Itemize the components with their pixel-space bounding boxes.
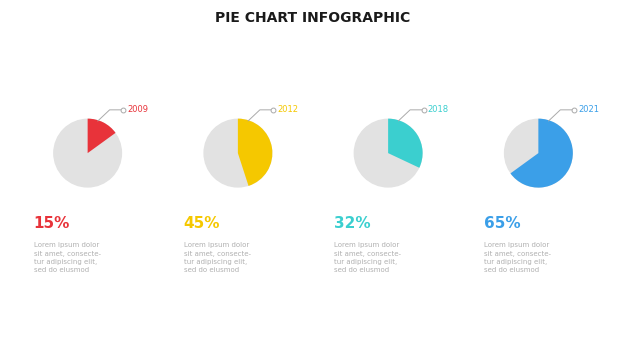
Circle shape (354, 119, 422, 187)
Circle shape (505, 119, 572, 187)
Text: Lorem ipsum dolor
sit amet, consecte-
tur adipiscing elit,
sed do eiusmod: Lorem ipsum dolor sit amet, consecte- tu… (334, 243, 401, 273)
Text: 15%: 15% (34, 216, 70, 231)
Text: 32%: 32% (334, 216, 371, 231)
Circle shape (54, 119, 121, 187)
Text: 65%: 65% (485, 216, 521, 231)
Text: PIE CHART INFOGRAPHIC: PIE CHART INFOGRAPHIC (215, 11, 411, 25)
Circle shape (204, 119, 272, 187)
Wedge shape (238, 119, 272, 186)
Wedge shape (510, 119, 573, 188)
Text: 2018: 2018 (428, 105, 449, 114)
Text: Lorem ipsum dolor
sit amet, consecte-
tur adipiscing elit,
sed do eiusmod: Lorem ipsum dolor sit amet, consecte- tu… (34, 243, 101, 273)
Text: Lorem ipsum dolor
sit amet, consecte-
tur adipiscing elit,
sed do eiusmod: Lorem ipsum dolor sit amet, consecte- tu… (184, 243, 251, 273)
Text: 45%: 45% (184, 216, 220, 231)
Wedge shape (88, 119, 116, 153)
Text: 2009: 2009 (127, 105, 148, 114)
Wedge shape (388, 119, 423, 168)
Text: 2021: 2021 (578, 105, 599, 114)
Text: 2012: 2012 (277, 105, 299, 114)
Text: Lorem ipsum dolor
sit amet, consecte-
tur adipiscing elit,
sed do eiusmod: Lorem ipsum dolor sit amet, consecte- tu… (485, 243, 552, 273)
